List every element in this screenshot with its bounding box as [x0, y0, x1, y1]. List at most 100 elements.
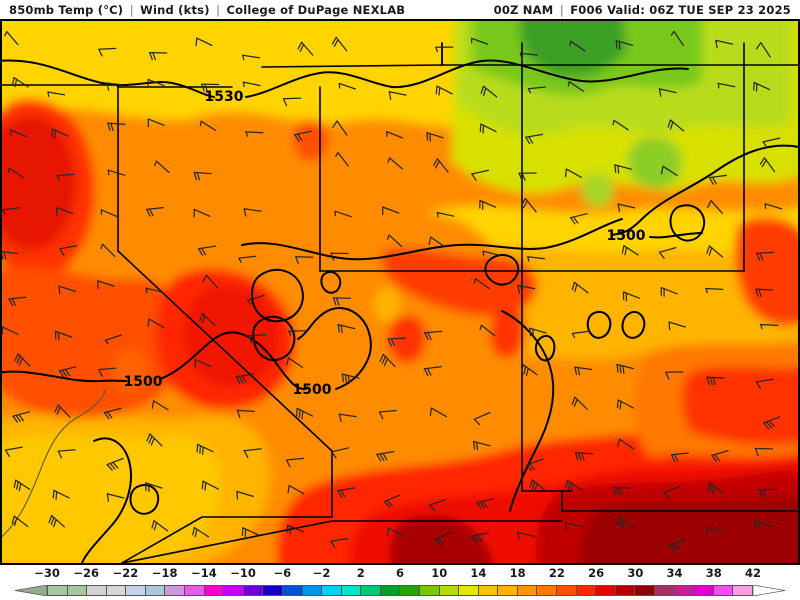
colorbar-swatch[interactable] — [48, 586, 68, 595]
colorbar-swatch[interactable] — [733, 586, 752, 595]
wind-barb — [59, 245, 78, 250]
colorbar-swatch[interactable] — [713, 586, 734, 595]
colorbar-swatch[interactable] — [263, 586, 283, 595]
wind-barb — [97, 280, 115, 287]
wind-barb-flag — [338, 413, 342, 423]
wind-barb-flag — [331, 451, 337, 459]
colorbar-swatch[interactable] — [674, 586, 695, 595]
wind-barb-flag — [196, 171, 201, 181]
colorbar-swatch[interactable] — [459, 586, 479, 595]
wind-barb-flag — [15, 414, 22, 423]
wind-barb-flag — [534, 483, 538, 492]
wind-barb-flag — [426, 367, 432, 376]
wind-barb — [47, 91, 66, 96]
boundary-co-wy — [261, 64, 443, 68]
colorbar-swatch[interactable] — [517, 586, 538, 595]
wind-barb-half-flag — [527, 256, 530, 262]
colorbar-swatch[interactable] — [165, 586, 186, 595]
wind-barb-flag — [8, 298, 14, 307]
wind-barb-half-flag — [569, 40, 572, 47]
wind-barb-flag — [238, 375, 244, 384]
colorbar-swatch[interactable] — [439, 586, 460, 595]
wind-barb-flag — [64, 368, 71, 377]
wind-barb-flag — [195, 37, 198, 47]
wind-barb — [295, 256, 314, 258]
wind-barb — [196, 37, 213, 47]
colorbar-strip[interactable] — [47, 585, 753, 596]
wind-barb — [717, 82, 736, 88]
colorbar-swatch[interactable] — [224, 586, 244, 595]
wind-barb-half-flag — [242, 81, 245, 88]
colorbar-swatch[interactable] — [380, 586, 401, 595]
colorbar-swatch[interactable] — [126, 586, 146, 595]
contour-labels-layer: 1530 1500 1500 1500 — [124, 89, 646, 398]
wind-barb-flag — [14, 353, 19, 362]
wind-barb-flag — [529, 463, 536, 471]
wind-barb — [337, 151, 349, 167]
contour-sw-arc — [81, 437, 132, 563]
wind-barb-flag — [577, 452, 582, 461]
colorbar-swatch[interactable] — [400, 586, 420, 595]
wind-barb-flag — [298, 409, 301, 418]
wind-barb-flag — [243, 208, 247, 217]
wind-barb-flag — [331, 36, 337, 45]
wind-barb-flag — [204, 83, 208, 92]
wind-barb-half-flag — [104, 339, 109, 345]
wind-barb-flag — [532, 328, 535, 338]
colorbar-swatch[interactable] — [322, 586, 342, 595]
wind-barb-flag — [759, 252, 764, 261]
colorbar-tick-label: −22 — [112, 566, 139, 580]
colorbar-swatch[interactable] — [537, 586, 558, 595]
colorbar-swatch[interactable] — [87, 586, 107, 595]
colorbar-swatch[interactable] — [302, 586, 323, 595]
wind-barb-flag — [526, 464, 533, 472]
wind-barb-flag — [577, 366, 581, 376]
colorbar-swatch[interactable] — [635, 586, 655, 595]
wind-barb-flag — [200, 83, 205, 92]
colorbar-swatch[interactable] — [596, 586, 616, 595]
colorbar-swatch[interactable] — [67, 586, 88, 595]
wind-barb-flag — [388, 91, 392, 100]
wind-barb — [386, 131, 404, 139]
colorbar-swatch[interactable] — [185, 586, 205, 595]
colorbar-swatch[interactable] — [204, 586, 225, 595]
shade-spot-3 — [374, 287, 401, 322]
wind-barb — [430, 236, 446, 248]
wind-barb — [193, 208, 211, 217]
wind-barb-flag — [617, 438, 621, 448]
wind-barb-flag — [427, 331, 432, 340]
colorbar-max-arrow — [753, 585, 785, 596]
colorbar-swatch[interactable] — [341, 586, 362, 595]
colorbar-swatch[interactable] — [145, 586, 166, 595]
colorbar-swatch[interactable] — [615, 586, 636, 595]
wind-barb-flag — [708, 247, 713, 256]
wind-barb-flag — [199, 445, 202, 454]
colorbar-swatch[interactable] — [361, 586, 381, 595]
colorbar-swatch[interactable] — [243, 586, 264, 595]
colorbar-tick-label: 14 — [470, 566, 487, 580]
wind-barb-flag — [150, 437, 155, 446]
colorbar-tick-labels: −30 −26 −22 −18 −14 −10 −6 −2 2 6 10 14 18 22 26 30 34 38… — [0, 565, 800, 582]
colorbar-swatch[interactable] — [498, 586, 518, 595]
colorbar-panel[interactable]: −30 −26 −22 −18 −14 −10 −6 −2 2 6 10 14 18 22 26 30 34 38… — [0, 565, 800, 600]
colorbar-swatch[interactable] — [106, 586, 127, 595]
colorbar-swatch[interactable] — [557, 586, 577, 595]
wind-barb-flag — [619, 400, 622, 410]
wind-barb — [378, 409, 397, 413]
colorbar-swatch[interactable] — [576, 586, 597, 595]
wind-barb-flag — [711, 454, 718, 462]
colorbar-swatch[interactable] — [419, 586, 440, 595]
colorbar-swatch[interactable] — [282, 586, 303, 595]
wind-barb-flag — [330, 252, 335, 261]
colorbar-swatch[interactable] — [654, 586, 675, 595]
map-panel[interactable]: 1530 1500 1500 1500 — [0, 19, 800, 565]
colorbar-swatch[interactable] — [694, 586, 714, 595]
header-left-title: 850mb Temp (°C) | Wind (kts) | College o… — [9, 3, 405, 17]
colorbar-swatch[interactable] — [478, 586, 499, 595]
colorbar-tick-label: 2 — [356, 566, 365, 580]
wind-barb — [760, 42, 771, 58]
wind-barb-flag — [379, 453, 385, 461]
wind-barb-flag — [614, 164, 617, 174]
temperature-map[interactable]: 1530 1500 1500 1500 — [2, 21, 798, 563]
wind-barb-flag — [14, 78, 18, 88]
